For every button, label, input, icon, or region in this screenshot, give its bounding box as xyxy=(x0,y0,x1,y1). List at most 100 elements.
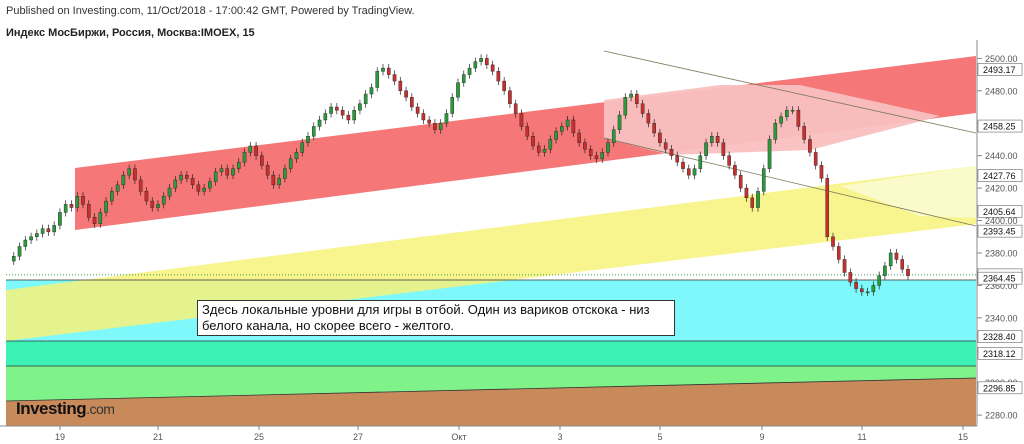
candle-body xyxy=(836,246,841,260)
candle-body xyxy=(485,58,489,66)
time-axis-ticks: 19 21 25 27 Окт 3 5 9 11 15 xyxy=(55,426,968,442)
candle-body xyxy=(410,97,414,108)
descending-channel-top xyxy=(603,50,977,134)
candle-body xyxy=(23,239,28,247)
candle-body xyxy=(675,155,680,163)
candle-body xyxy=(606,142,610,153)
candle-body xyxy=(427,119,431,124)
candle-body xyxy=(594,155,599,160)
candle-body xyxy=(894,252,899,260)
candle-body xyxy=(363,93,368,104)
published-header: Published on Investing.com, 11/Oct/2018 … xyxy=(6,5,415,17)
candle-body xyxy=(438,123,443,130)
candle-body xyxy=(161,195,166,205)
price-tick-label: 2380.00 xyxy=(985,248,1018,258)
price-label-box xyxy=(977,271,1023,285)
candle-body xyxy=(756,191,760,208)
candle-body xyxy=(802,126,806,140)
candle-body xyxy=(767,139,772,169)
candle-body xyxy=(785,110,789,117)
candle-body xyxy=(658,132,662,143)
candle-body xyxy=(323,113,328,121)
candle-body xyxy=(635,93,639,104)
candle-body xyxy=(144,191,149,202)
candle-body xyxy=(640,103,645,114)
candle-body xyxy=(381,67,385,72)
candle-body xyxy=(317,119,322,127)
price-label-box xyxy=(977,119,1023,133)
candle-body xyxy=(208,181,212,189)
candle-body xyxy=(398,80,403,91)
time-tick-label: 9 xyxy=(759,432,764,442)
annotation-note: Здесь локальные уровни для игры в отбой.… xyxy=(197,300,675,336)
candle-body xyxy=(133,168,137,181)
time-tick-label: 21 xyxy=(153,432,163,442)
candle-body xyxy=(69,204,74,208)
logo-main: Investing xyxy=(16,399,87,418)
candle-body xyxy=(900,259,905,270)
candle-body xyxy=(75,195,80,208)
candle-body xyxy=(611,129,616,143)
price-label: 2393.45 xyxy=(983,227,1016,237)
candle-body xyxy=(358,103,362,111)
candle-body xyxy=(704,142,708,156)
candle-body xyxy=(710,135,714,143)
candle-body xyxy=(865,291,870,294)
candle-body xyxy=(265,165,270,176)
candle-body xyxy=(883,265,887,276)
candle-body xyxy=(29,236,33,241)
price-tick-label: 2360.00 xyxy=(985,281,1018,291)
candle-body xyxy=(352,110,356,121)
candle-body xyxy=(600,152,605,160)
price-label: 2427.76 xyxy=(983,171,1016,181)
candle-body xyxy=(98,212,103,224)
candle-body xyxy=(692,168,697,176)
price-label: 2458.25 xyxy=(983,122,1016,132)
light-red-channel xyxy=(604,85,940,155)
candle-body xyxy=(779,116,783,124)
candle-body xyxy=(877,275,881,286)
price-label: 2318.12 xyxy=(983,349,1016,359)
yellow-channel xyxy=(6,166,976,341)
candle-body xyxy=(219,168,224,173)
candle-body xyxy=(92,217,97,224)
candle-body xyxy=(669,148,674,156)
candle-body xyxy=(288,158,293,169)
time-tick-label: Окт xyxy=(451,432,466,442)
price-label: 2364.45 xyxy=(983,274,1016,284)
candle-body xyxy=(40,228,45,234)
candle-body xyxy=(225,168,230,176)
candle-body xyxy=(104,200,108,213)
price-label-box xyxy=(977,169,1023,182)
candle-body xyxy=(629,93,633,98)
candle-body xyxy=(906,268,910,276)
candle-body xyxy=(536,145,541,153)
candle-body xyxy=(646,113,651,124)
candle-body xyxy=(790,110,795,112)
candle-body xyxy=(860,288,864,293)
candle-body xyxy=(392,74,397,82)
candle-body xyxy=(456,82,460,98)
candle-body xyxy=(300,142,305,153)
candle-body xyxy=(179,174,183,181)
candle-body xyxy=(115,184,120,192)
candle-body xyxy=(542,148,547,153)
price-label-box xyxy=(977,347,1023,360)
candle-body xyxy=(571,119,576,134)
candle-body xyxy=(560,126,564,132)
candle-body xyxy=(686,168,691,176)
candle-body xyxy=(796,110,801,127)
candle-body xyxy=(502,80,506,91)
candle-body xyxy=(294,152,299,160)
candle-body xyxy=(531,135,535,147)
candle-body xyxy=(173,179,178,189)
candle-body xyxy=(854,281,858,289)
candle-body xyxy=(421,113,426,121)
price-series xyxy=(11,54,910,296)
price-tick-label: 2440.00 xyxy=(985,151,1018,161)
price-label-box xyxy=(977,330,1023,343)
candle-body xyxy=(202,187,206,192)
logo-suffix: .com xyxy=(86,401,115,417)
candle-body xyxy=(473,61,478,69)
